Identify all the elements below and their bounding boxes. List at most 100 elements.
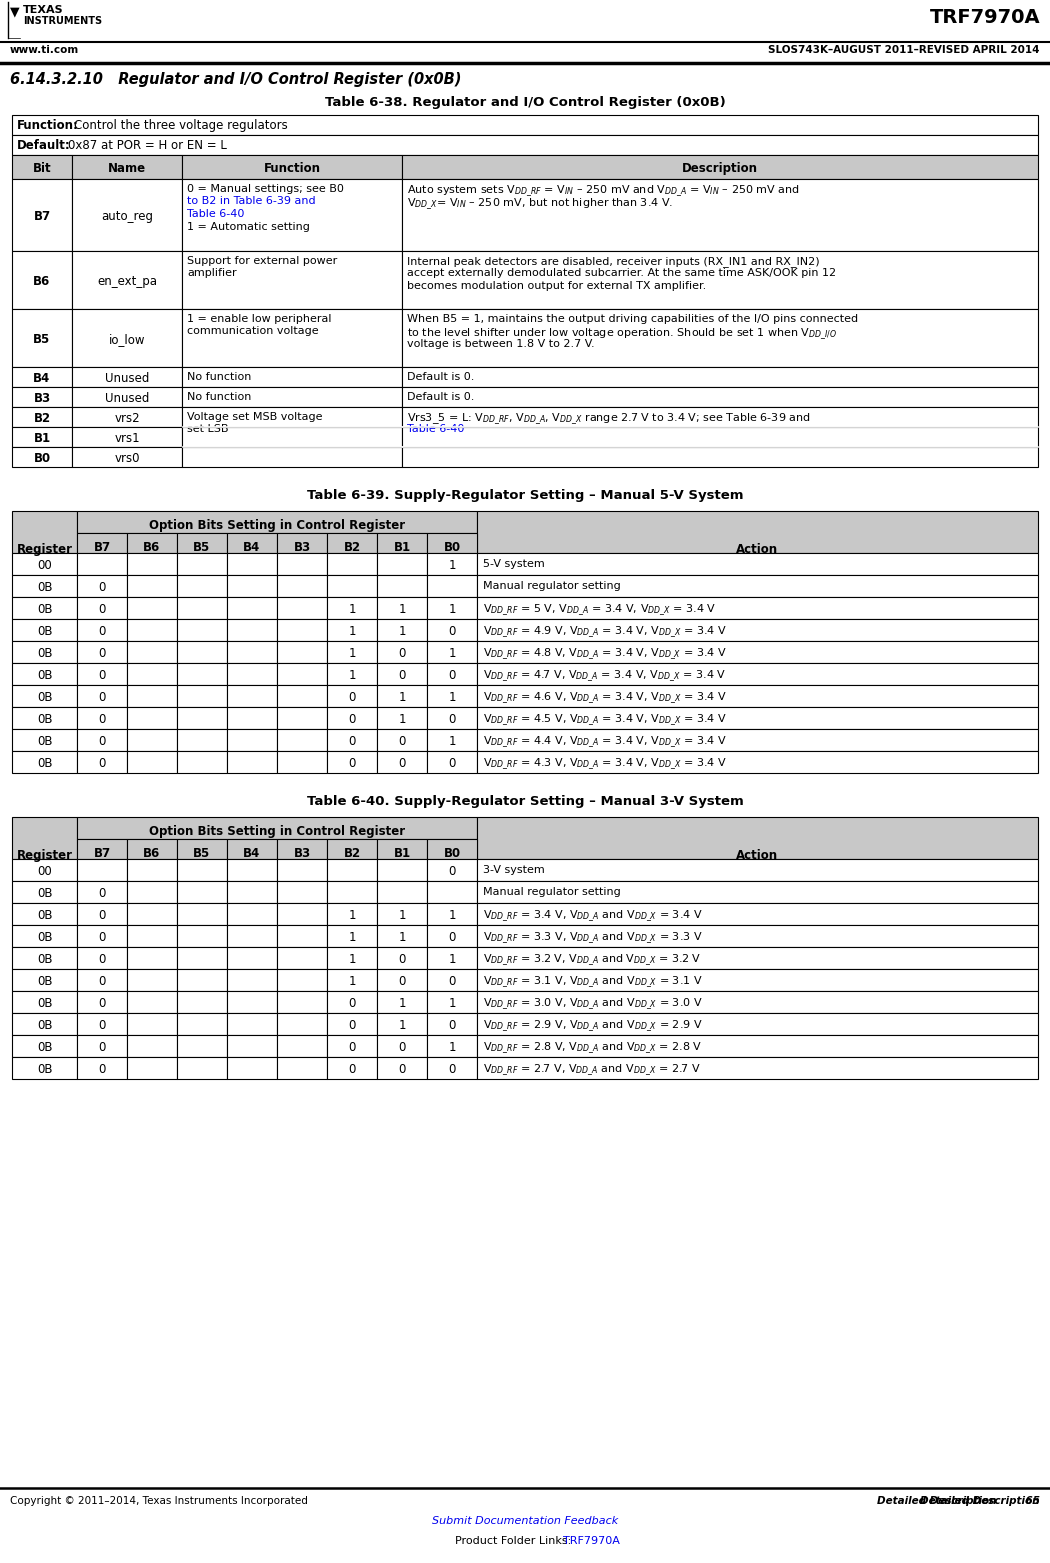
Bar [182,367,402,388]
Text: Internal peak detectors are disabled, receiver inputs (RX_IN1 and RX_IN2): Internal peak detectors are disabled, re… [407,256,820,267]
Text: Vrs3_5 = L: V$_{DD\_RF}$, V$_{DD\_A}$, V$_{DD\_X}$ range 2.7 V to 3.4 V; see Tab: Vrs3_5 = L: V$_{DD\_RF}$, V$_{DD\_A}$, V… [407,413,811,427]
Bar [427,575,477,597]
Text: 0x87 at POR = H or EN = L: 0x87 at POR = H or EN = L [68,139,227,152]
Text: 0: 0 [349,1063,356,1075]
Bar [77,553,127,575]
Bar [277,728,327,750]
Text: 0: 0 [99,603,106,616]
Bar [227,991,277,1013]
Bar [277,860,327,882]
Bar [12,641,77,663]
Text: 0: 0 [448,932,456,944]
Bar [177,685,227,706]
Bar [227,969,277,991]
Bar [77,925,127,947]
Text: 1: 1 [349,932,356,944]
Bar [427,728,477,750]
Text: 1: 1 [398,1019,405,1032]
Text: 1: 1 [398,691,405,703]
Bar [12,817,77,860]
Bar [72,447,182,467]
Bar [77,991,127,1013]
Text: B2: B2 [34,413,50,425]
Text: B4: B4 [244,541,260,553]
Bar [77,903,127,925]
Bar [427,533,477,553]
Text: becomes modulation output for external TX amplifier.: becomes modulation output for external T… [407,281,707,291]
Bar [127,641,177,663]
Bar [277,882,327,903]
Bar [377,663,427,685]
Text: 0B: 0B [37,1041,52,1053]
Bar [327,533,377,553]
Bar [227,860,277,882]
Text: 0B: 0B [37,997,52,1010]
Text: 0: 0 [349,1019,356,1032]
Bar [402,180,1038,252]
Bar [72,252,182,309]
Bar [477,969,1038,991]
Bar [427,903,477,925]
Bar [77,575,127,597]
Text: 0B: 0B [37,756,52,771]
Text: 5-V system: 5-V system [483,560,545,569]
Text: B4: B4 [244,847,260,860]
Bar [12,427,72,447]
Bar [227,1057,277,1078]
Bar [227,1013,277,1035]
Text: 0B: 0B [37,910,52,922]
Bar [227,663,277,685]
Text: No function: No function [187,392,251,402]
Bar [402,367,1038,388]
Bar [327,882,377,903]
Text: Manual regulator setting: Manual regulator setting [483,886,621,897]
Bar [377,728,427,750]
Text: V$_{DD\_RF}$ = 4.7 V, V$_{DD\_A}$ = 3.4 V, V$_{DD\_X}$ = 3.4 V: V$_{DD\_RF}$ = 4.7 V, V$_{DD\_A}$ = 3.4 … [483,669,727,685]
Bar [277,969,327,991]
Bar [427,1035,477,1057]
Bar [227,947,277,969]
Text: 1: 1 [349,953,356,966]
Bar [277,619,327,641]
Text: 0: 0 [398,735,405,749]
Bar [177,925,227,947]
Text: B6: B6 [144,541,161,553]
Bar [477,1013,1038,1035]
Bar [182,406,402,427]
Bar [12,1013,77,1035]
Bar [127,685,177,706]
Bar [227,728,277,750]
Bar [77,728,127,750]
Bar [127,728,177,750]
Bar [377,860,427,882]
Text: Default:: Default: [17,139,70,152]
Text: 0B: 0B [37,975,52,988]
Text: 0: 0 [99,735,106,749]
Text: 1: 1 [349,603,356,616]
Text: Register: Register [17,849,72,863]
Bar [182,155,402,180]
Text: 6.14.3.2.10   Regulator and I/O Control Register (0x0B): 6.14.3.2.10 Regulator and I/O Control Re… [10,72,461,88]
Bar [427,969,477,991]
Bar [477,511,1038,553]
Text: B1: B1 [394,541,411,553]
Text: B5: B5 [193,541,211,553]
Text: 0B: 0B [37,581,52,594]
Bar [177,619,227,641]
Text: B2: B2 [343,541,360,553]
Bar [177,1035,227,1057]
Text: 0: 0 [349,735,356,749]
Bar [77,839,127,860]
Text: No function: No function [187,372,251,381]
Text: 0: 0 [99,669,106,681]
Text: 0: 0 [349,1041,356,1053]
Bar [12,116,1038,134]
Bar [127,903,177,925]
Bar [12,367,72,388]
Bar [12,511,77,553]
Bar [182,388,402,406]
Bar [77,750,127,774]
Text: B2: B2 [343,847,360,860]
Text: vrs2: vrs2 [114,413,140,425]
Text: 1: 1 [448,953,456,966]
